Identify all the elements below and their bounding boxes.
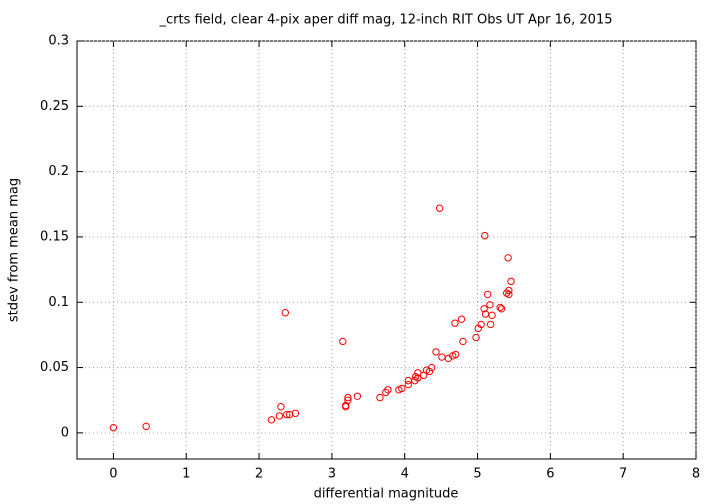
data-point — [414, 374, 422, 382]
data-point — [486, 320, 495, 329]
data-point — [344, 393, 352, 402]
x-tick-label: 0 — [109, 467, 117, 482]
data-point — [507, 277, 515, 286]
x-tick-label: 1 — [182, 467, 190, 482]
y-axis-label: stdev from mean mag — [7, 178, 22, 322]
data-point — [488, 311, 496, 320]
data-point — [414, 369, 422, 377]
y-tick-label: 0 — [61, 425, 69, 440]
chart-title: _crts field, clear 4-pix aper diff mag, … — [159, 13, 613, 28]
data-point — [486, 301, 494, 309]
data-point — [339, 337, 347, 346]
data-point — [404, 380, 413, 389]
y-tick-label: 0.05 — [40, 360, 69, 375]
x-axis-label: differential magnitude — [314, 487, 459, 502]
data-point — [484, 290, 492, 299]
data-point — [291, 409, 300, 417]
data-point — [427, 363, 436, 372]
data-point — [477, 320, 485, 329]
data-point — [432, 348, 440, 356]
data-point — [505, 286, 513, 295]
y-tick-label: 0.25 — [40, 99, 69, 114]
x-tick-label: 3 — [328, 467, 336, 482]
data-point — [451, 319, 459, 327]
data-point — [480, 305, 488, 313]
data-point — [142, 422, 150, 431]
data-point — [481, 231, 489, 240]
data-point — [504, 254, 512, 262]
data-point — [376, 393, 384, 402]
x-tick-label: 8 — [692, 467, 700, 482]
data-point — [109, 423, 118, 432]
data-point — [398, 384, 406, 393]
x-tick-label: 2 — [255, 467, 263, 482]
data-point — [459, 337, 467, 346]
data-point — [353, 392, 362, 400]
y-tick-label: 0.1 — [48, 295, 69, 310]
y-tick-label: 0.15 — [40, 229, 69, 244]
x-tick-label: 4 — [401, 467, 409, 482]
data-point — [275, 412, 284, 420]
data-point — [438, 353, 446, 361]
data-point — [283, 410, 291, 419]
data-point — [281, 309, 289, 317]
data-point — [505, 290, 513, 299]
data-point — [425, 367, 434, 376]
data-point — [277, 403, 285, 411]
plot-frame — [76, 40, 697, 460]
x-tick-label: 6 — [546, 467, 554, 482]
data-point — [497, 305, 506, 313]
data-point — [344, 396, 352, 404]
data-point — [496, 303, 504, 312]
x-tick-label: 5 — [473, 467, 481, 482]
x-tick-label: 7 — [619, 467, 627, 482]
data-point — [472, 333, 480, 342]
data-point — [451, 350, 460, 359]
data-point — [435, 204, 444, 212]
data-point — [384, 386, 392, 394]
data-point — [457, 315, 466, 323]
data-point — [267, 416, 276, 424]
y-tick-label: 0.2 — [48, 164, 69, 179]
y-tick-label: 0.3 — [48, 34, 69, 49]
